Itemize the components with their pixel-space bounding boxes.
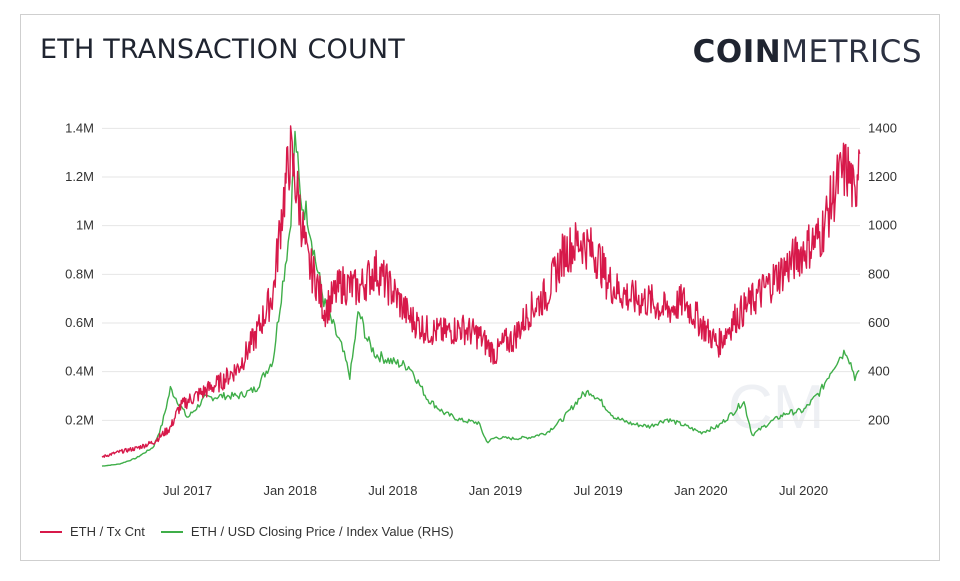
chart-frame	[20, 14, 940, 561]
x-tick-label: Jan 2020	[674, 483, 728, 498]
right-tick-label: 1200	[868, 169, 897, 184]
left-tick-label: 0.8M	[65, 266, 94, 281]
legend-label-tx: ETH / Tx Cnt	[70, 524, 145, 539]
chart-title: ETH TRANSACTION COUNT	[40, 34, 405, 65]
right-tick-label: 1400	[868, 120, 897, 135]
coinmetrics-logo: COINMETRICS	[693, 34, 922, 70]
legend: ETH / Tx Cnt ETH / USD Closing Price / I…	[40, 524, 470, 539]
right-tick-label: 200	[868, 412, 890, 427]
right-tick-label: 1000	[868, 218, 897, 233]
right-tick-label: 800	[868, 266, 890, 281]
x-tick-label: Jan 2019	[469, 483, 523, 498]
x-tick-label: Jul 2019	[574, 483, 623, 498]
x-tick-label: Jan 2018	[263, 483, 317, 498]
left-tick-label: 1M	[76, 218, 94, 233]
legend-swatch-price	[160, 530, 183, 533]
left-tick-label: 0.2M	[65, 412, 94, 427]
left-tick-label: 0.4M	[65, 364, 94, 379]
x-tick-label: Jul 2018	[368, 483, 417, 498]
right-tick-label: 600	[868, 315, 890, 330]
axis-ticks: 0.2M 0.4M 0.6M 0.8M 1M 1.2M 1.4M 200 400 600 800 10…	[65, 120, 897, 498]
legend-item-price[interactable]: ETH / USD Closing Price / Index Value (R…	[160, 524, 454, 539]
series-group	[101, 125, 861, 467]
series-line-tx	[101, 125, 861, 458]
x-tick-label: Jul 2017	[163, 483, 212, 498]
left-tick-label: 0.6M	[65, 315, 94, 330]
legend-swatch-tx	[40, 530, 62, 533]
right-tick-label: 400	[868, 364, 890, 379]
left-tick-label: 1.2M	[65, 169, 94, 184]
cm-watermark: CM	[728, 373, 824, 442]
legend-item-tx[interactable]: ETH / Tx Cnt	[40, 524, 145, 539]
x-tick-label: Jul 2020	[779, 483, 828, 498]
series-line-price	[101, 130, 860, 467]
logo-bold-text: COIN	[692, 34, 782, 70]
legend-label-price: ETH / USD Closing Price / Index Value (R…	[190, 524, 454, 539]
left-tick-label: 1.4M	[65, 120, 94, 135]
logo-light-text: METRICS	[781, 34, 922, 70]
